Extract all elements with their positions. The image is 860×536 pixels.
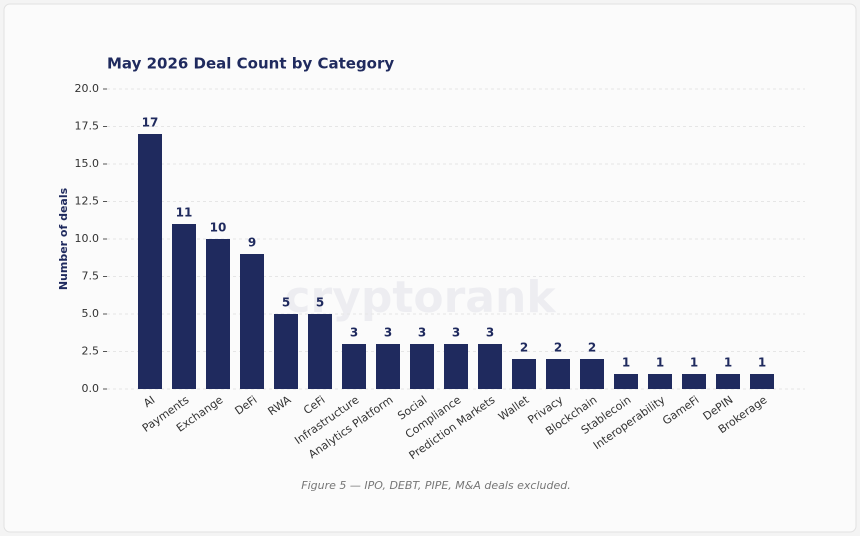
bar xyxy=(240,254,264,389)
value-label: 17 xyxy=(142,116,159,130)
value-label: 5 xyxy=(316,296,324,310)
value-label: 1 xyxy=(690,356,698,370)
value-label: 3 xyxy=(418,326,426,340)
value-label: 5 xyxy=(282,296,290,310)
bar xyxy=(138,134,162,389)
bar xyxy=(614,374,638,389)
y-tick-label: 20.0 xyxy=(75,82,100,95)
bar xyxy=(512,359,536,389)
y-tick-label: 12.5 xyxy=(75,195,100,208)
value-label: 1 xyxy=(724,356,732,370)
bar xyxy=(410,344,434,389)
value-label: 3 xyxy=(350,326,358,340)
bar xyxy=(444,344,468,389)
y-tick-label: 7.5 xyxy=(82,270,100,283)
card xyxy=(3,3,857,533)
y-tick-label: 17.5 xyxy=(75,120,100,133)
bar xyxy=(546,359,570,389)
bar xyxy=(308,314,332,389)
value-label: 9 xyxy=(248,236,256,250)
value-label: 1 xyxy=(758,356,766,370)
bar xyxy=(342,344,366,389)
value-label: 11 xyxy=(176,206,193,220)
chart-title: May 2026 Deal Count by Category xyxy=(107,55,394,73)
bar xyxy=(274,314,298,389)
y-tick-label: 2.5 xyxy=(82,345,100,358)
bar xyxy=(648,374,672,389)
value-label: 10 xyxy=(210,221,227,235)
value-label: 2 xyxy=(520,341,528,355)
bar xyxy=(580,359,604,389)
bar xyxy=(376,344,400,389)
bar xyxy=(716,374,740,389)
y-tick-label: 15.0 xyxy=(75,157,100,170)
value-label: 2 xyxy=(554,341,562,355)
y-axis-label: Number of deals xyxy=(57,187,70,290)
bar xyxy=(478,344,502,389)
y-tick-label: 5.0 xyxy=(82,307,100,320)
y-tick-label: 10.0 xyxy=(75,232,100,245)
value-label: 2 xyxy=(588,341,596,355)
caption: Figure 5 — IPO, DEBT, PIPE, M&A deals ex… xyxy=(301,479,570,492)
value-label: 3 xyxy=(486,326,494,340)
y-tick-label: 0.0 xyxy=(82,382,100,395)
bar xyxy=(206,239,230,389)
value-label: 3 xyxy=(384,326,392,340)
value-label: 1 xyxy=(622,356,630,370)
bar xyxy=(682,374,706,389)
bar xyxy=(750,374,774,389)
value-label: 1 xyxy=(656,356,664,370)
bar xyxy=(172,224,196,389)
value-label: 3 xyxy=(452,326,460,340)
